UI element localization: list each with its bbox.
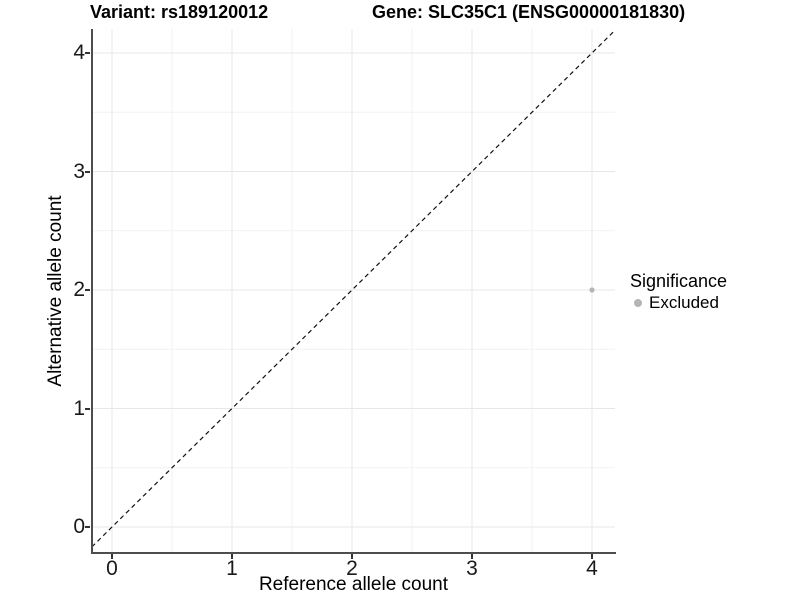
legend-point-icon [634, 298, 642, 307]
plot-panel [92, 29, 615, 553]
legend-item-excluded: Excluded [630, 292, 727, 313]
y-tick-label: 1 [73, 396, 85, 420]
y-tick-mark [85, 52, 90, 54]
x-tick-mark [231, 554, 233, 559]
y-tick-mark [85, 526, 90, 528]
x-tick-label: 4 [586, 557, 598, 580]
y-axis-title: Alternative allele count [45, 195, 66, 387]
y-tick-mark [85, 407, 90, 410]
x-tick-label: 0 [106, 557, 118, 580]
y-axis-line [90, 29, 93, 554]
y-tick-mark [85, 170, 90, 173]
x-tick-label: 1 [226, 557, 238, 580]
legend: Significance Excluded [630, 271, 727, 313]
x-tick-mark [111, 554, 113, 559]
legend-item-label: Excluded [649, 293, 719, 312]
y-tick-label: 3 [73, 159, 85, 183]
x-axis-line [90, 551, 616, 554]
data-point [589, 287, 595, 293]
x-tick-label: 2 [346, 557, 358, 580]
plot-title-variant: Variant: rs189120012 [90, 2, 269, 22]
x-tick-mark [351, 554, 353, 559]
legend-title: Significance [630, 271, 728, 291]
x-tick-mark [471, 554, 473, 559]
x-tick-label: 3 [466, 557, 478, 580]
y-tick-label: 0 [73, 515, 85, 538]
x-tick-mark [591, 554, 593, 559]
y-tick-label: 2 [73, 278, 85, 301]
y-tick-label: 4 [73, 41, 85, 64]
plot-area-svg [92, 29, 615, 553]
identity-line [92, 29, 615, 548]
y-tick-mark [85, 289, 90, 291]
plot-title-gene: Gene: SLC35C1 (ENSG00000181830) [372, 2, 686, 22]
x-axis-title: Reference allele count [258, 574, 449, 595]
